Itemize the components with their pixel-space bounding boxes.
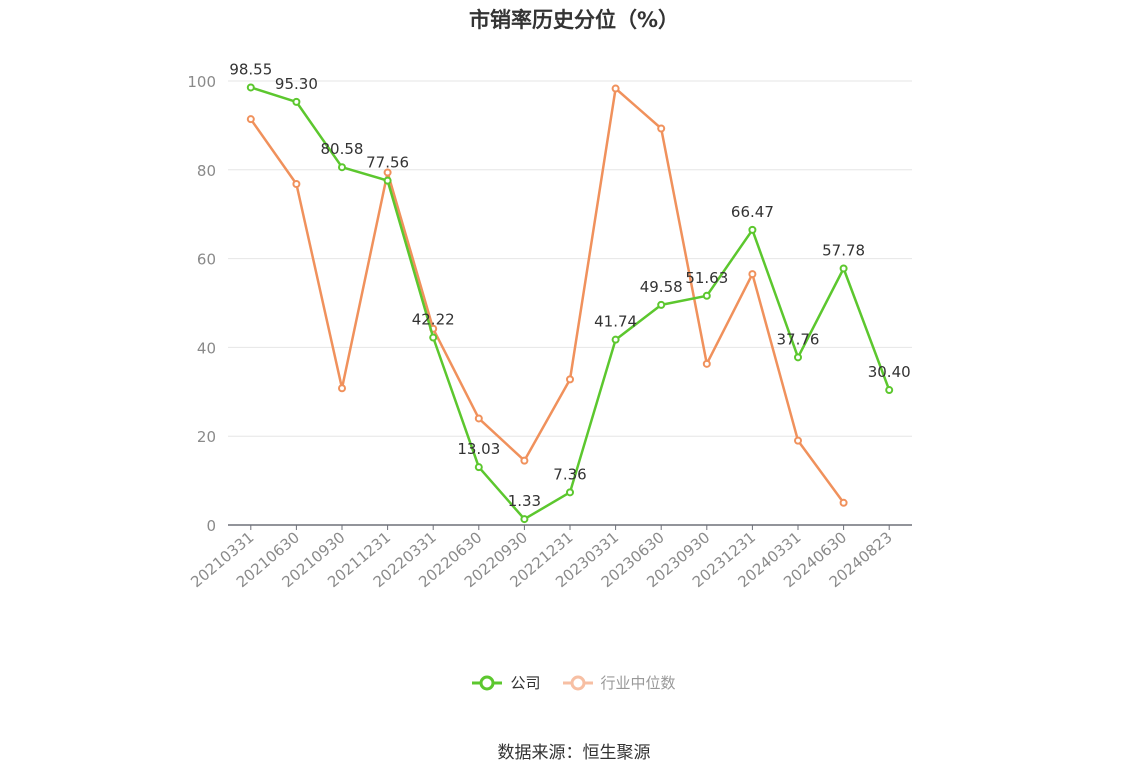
legend-label-company: 公司 [510, 674, 541, 692]
y-tick-label-100: 100 [187, 73, 216, 91]
legend-marker-company-icon [472, 675, 503, 690]
y-tick-label-20: 20 [197, 428, 216, 446]
point-industry-20231231 [748, 270, 757, 279]
point-industry-20211231 [383, 168, 392, 177]
point-industry-20240331 [794, 436, 802, 445]
y-tick-label-0: 0 [206, 517, 216, 535]
point-industry-20220930 [520, 456, 529, 465]
data-label-company-20220630: 13.03 [457, 440, 500, 458]
point-company-20220630 [474, 463, 483, 472]
data-label-company-20230930: 51.63 [685, 269, 728, 287]
legend-marker-industry-icon [562, 675, 593, 690]
point-company-20231231 [748, 225, 757, 234]
point-industry-20210630 [292, 180, 301, 189]
data-label-company-20240823: 30.40 [868, 363, 911, 381]
point-company-20210930 [338, 163, 346, 172]
y-tick-label-40: 40 [197, 339, 216, 357]
point-company-20211231 [383, 176, 392, 185]
data-label-company-20211231: 77.56 [366, 154, 409, 172]
data-label-company-20230630: 49.58 [640, 278, 683, 296]
point-company-20230930 [702, 291, 711, 300]
point-company-20240630 [839, 264, 848, 273]
legend-item-industry[interactable]: 行业中位数 [562, 672, 676, 693]
legend: 公司 行业中位数 [0, 672, 1148, 693]
data-label-company-20210331: 98.55 [229, 60, 272, 78]
point-industry-20230930 [702, 359, 711, 368]
series-line-industry [249, 87, 845, 504]
point-company-20240823 [885, 386, 894, 395]
point-company-20240331 [794, 353, 802, 362]
data-label-company-20240630: 57.78 [822, 241, 865, 259]
series-layer [246, 83, 894, 524]
point-company-20220331 [429, 333, 438, 342]
point-industry-20221231 [566, 375, 574, 384]
chart-title: 市销率历史分位（%） [468, 8, 680, 32]
point-company-20210331 [246, 83, 255, 92]
point-industry-20240630 [839, 498, 848, 507]
point-company-20221231 [566, 488, 574, 497]
data-label-company-20210630: 95.30 [275, 75, 318, 93]
data-label-company-20210930: 80.58 [321, 140, 364, 158]
point-industry-20230331 [611, 84, 620, 93]
data-label-company-20220331: 42.22 [412, 311, 455, 329]
data-label-company-20230331: 41.74 [594, 313, 637, 331]
point-industry-20220630 [474, 414, 483, 423]
data-label-company-20231231: 66.47 [731, 203, 774, 221]
y-tick-label-80: 80 [197, 162, 216, 180]
point-industry-20210331 [246, 115, 255, 124]
point-industry-20230630 [657, 124, 666, 133]
point-company-20230630 [657, 300, 666, 309]
data-source: 数据来源：恒生聚源 [497, 743, 651, 763]
legend-label-industry: 行业中位数 [600, 674, 676, 692]
data-label-company-20240331: 37.76 [777, 330, 820, 348]
y-tick-label-60: 60 [197, 251, 216, 269]
point-company-20210630 [292, 97, 301, 106]
point-company-20220930 [520, 515, 529, 524]
data-label-company-20220930: 1.33 [508, 492, 541, 510]
point-industry-20210930 [338, 384, 346, 393]
legend-item-company[interactable]: 公司 [472, 672, 541, 693]
data-label-company-20221231: 7.36 [553, 465, 586, 483]
point-company-20230331 [611, 335, 620, 344]
